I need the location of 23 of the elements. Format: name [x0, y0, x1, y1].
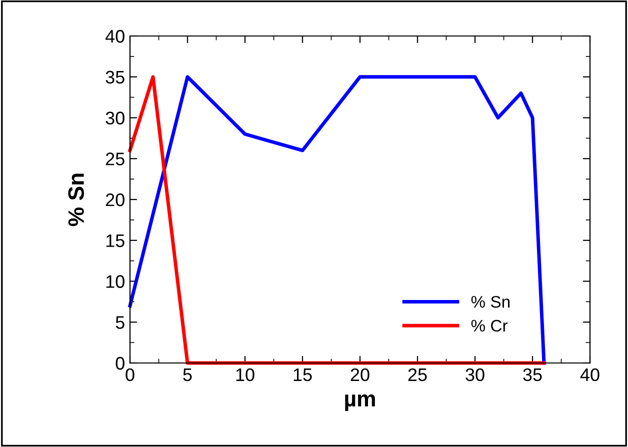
legend-label: % Sn	[471, 296, 510, 308]
y-tick-label: 40	[105, 30, 124, 43]
y-tick-label: 0	[116, 356, 124, 370]
y-tick-label: 10	[106, 275, 124, 288]
legend-label: % Cr	[471, 320, 508, 332]
line-series	[128, 75, 546, 365]
x-tick-label: 35	[523, 368, 542, 382]
x-tick-label: 30	[466, 368, 484, 382]
y-tick-label: 35	[106, 70, 124, 84]
x-tick-label: 5	[183, 368, 192, 382]
x-tick-label: 10	[236, 368, 254, 382]
y-tick-label: 20	[106, 193, 124, 206]
x-tick-label: 40	[580, 368, 600, 382]
x-tick-label: 15	[294, 368, 312, 382]
x-axis-title: µm	[345, 394, 375, 411]
x-tick-label: 0	[126, 368, 134, 382]
y-tick-label: 30	[106, 112, 124, 124]
y-axis-title: % Sn	[68, 174, 84, 226]
y-tick-label: 25	[106, 152, 124, 166]
x-tick-label: 25	[408, 368, 427, 382]
y-tick-label: 15	[106, 234, 124, 248]
x-tick-label: 20	[350, 368, 370, 382]
y-tick-label: 5	[116, 316, 124, 329]
